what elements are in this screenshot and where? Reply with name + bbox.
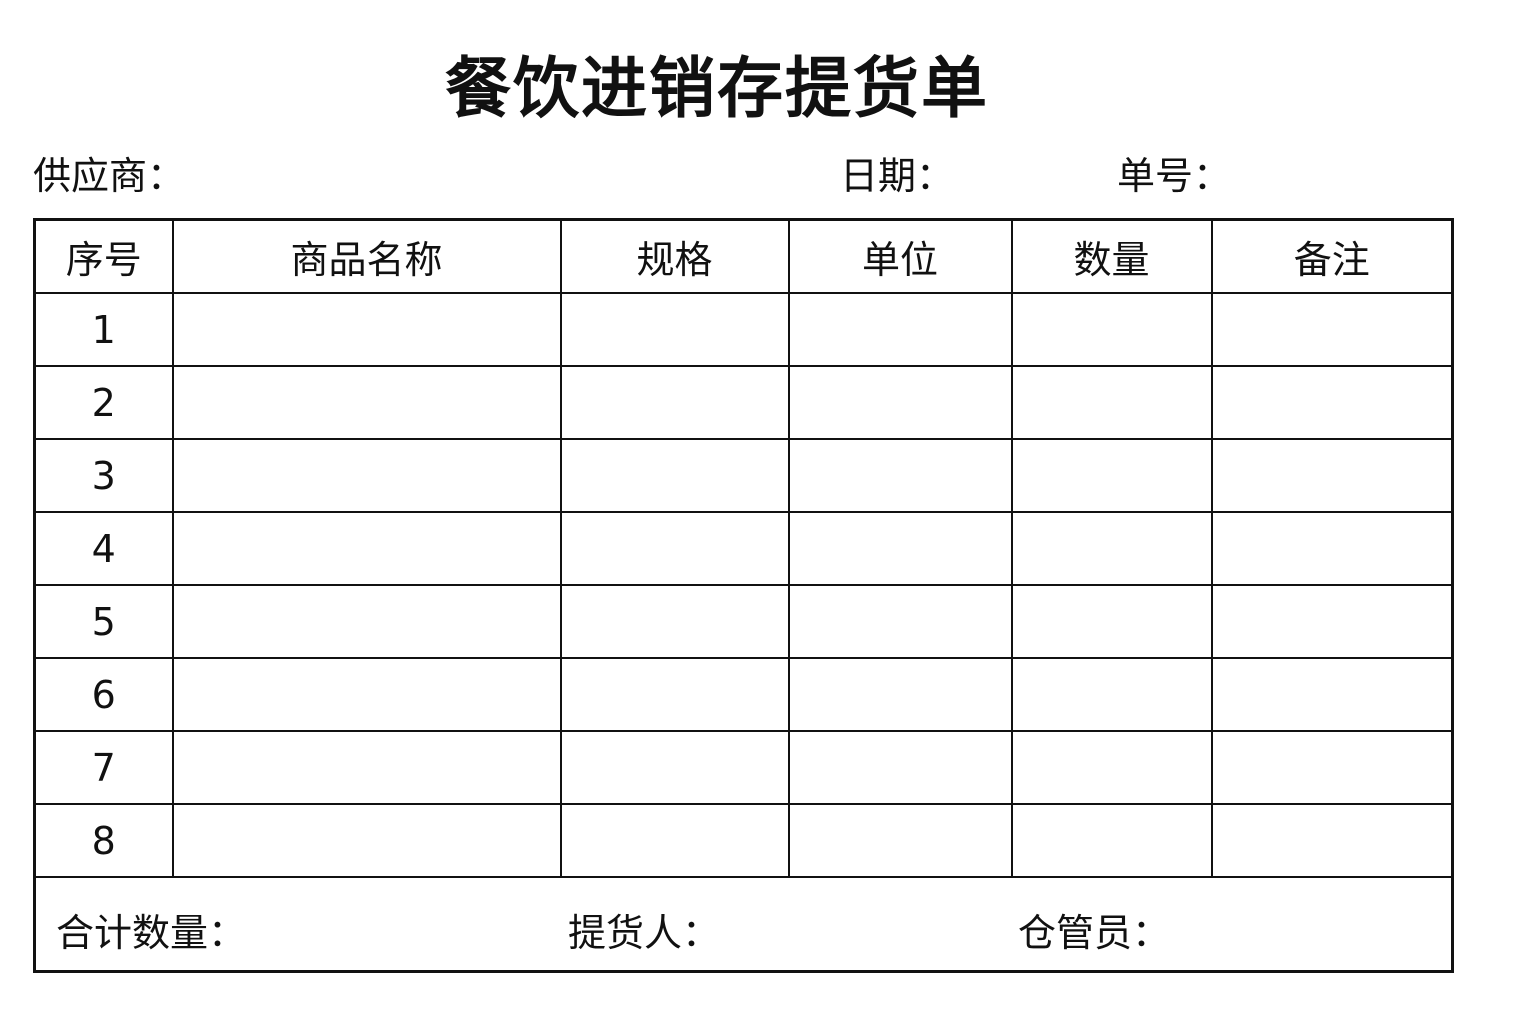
quantity-cell[interactable]: [1010, 730, 1213, 805]
table-header-row: 序号 商品名称 规格 单位 数量 备注: [33, 218, 1454, 294]
row-index: 3: [33, 438, 174, 513]
order-number-label: 单号：: [1117, 154, 1232, 198]
quantity-cell[interactable]: [1010, 365, 1213, 440]
header-spec: 规格: [559, 218, 790, 294]
unit-cell[interactable]: [787, 438, 1013, 513]
row-index: 5: [33, 584, 174, 659]
product-name-cell[interactable]: [171, 584, 562, 659]
header-remarks: 备注: [1210, 218, 1454, 294]
remarks-cell[interactable]: [1210, 657, 1454, 732]
row-index: 2: [33, 365, 174, 440]
table-row: 1: [33, 292, 1454, 367]
document-title: 餐饮进销存提货单: [445, 50, 989, 127]
product-name-cell[interactable]: [171, 730, 562, 805]
spec-cell[interactable]: [559, 730, 790, 805]
product-name-cell[interactable]: [171, 803, 562, 878]
spec-cell[interactable]: [559, 365, 790, 440]
product-name-cell[interactable]: [171, 365, 562, 440]
row-index: 6: [33, 657, 174, 732]
picker-label: 提货人：: [568, 911, 721, 955]
table-row: 2: [33, 365, 1454, 440]
unit-cell[interactable]: [787, 292, 1013, 367]
spec-cell[interactable]: [559, 657, 790, 732]
remarks-cell[interactable]: [1210, 730, 1454, 805]
unit-cell[interactable]: [787, 730, 1013, 805]
remarks-cell[interactable]: [1210, 511, 1454, 586]
spec-cell[interactable]: [559, 584, 790, 659]
table-footer-row: 合计数量： 提货人： 仓管员：: [33, 876, 1454, 973]
unit-cell[interactable]: [787, 803, 1013, 878]
table-row: 8: [33, 803, 1454, 878]
table-row: 4: [33, 511, 1454, 586]
warehouse-keeper-label: 仓管员：: [1018, 911, 1171, 955]
quantity-cell[interactable]: [1010, 438, 1213, 513]
product-name-cell[interactable]: [171, 511, 562, 586]
remarks-cell[interactable]: [1210, 803, 1454, 878]
header-quantity: 数量: [1010, 218, 1213, 294]
quantity-cell[interactable]: [1010, 292, 1213, 367]
table-row: 3: [33, 438, 1454, 513]
header-index: 序号: [33, 218, 174, 294]
remarks-cell[interactable]: [1210, 584, 1454, 659]
spec-cell[interactable]: [559, 803, 790, 878]
row-index: 4: [33, 511, 174, 586]
quantity-cell[interactable]: [1010, 584, 1213, 659]
spec-cell[interactable]: [559, 511, 790, 586]
unit-cell[interactable]: [787, 657, 1013, 732]
total-quantity-label: 合计数量：: [56, 911, 247, 955]
remarks-cell[interactable]: [1210, 292, 1454, 367]
table-row: 7: [33, 730, 1454, 805]
remarks-cell[interactable]: [1210, 365, 1454, 440]
spec-cell[interactable]: [559, 292, 790, 367]
unit-cell[interactable]: [787, 584, 1013, 659]
quantity-cell[interactable]: [1010, 803, 1213, 878]
product-name-cell[interactable]: [171, 657, 562, 732]
table-row: 5: [33, 584, 1454, 659]
row-index: 8: [33, 803, 174, 878]
date-label: 日期：: [840, 154, 955, 198]
table-row: 6: [33, 657, 1454, 732]
unit-cell[interactable]: [787, 511, 1013, 586]
quantity-cell[interactable]: [1010, 657, 1213, 732]
remarks-cell[interactable]: [1210, 438, 1454, 513]
unit-cell[interactable]: [787, 365, 1013, 440]
spec-cell[interactable]: [559, 438, 790, 513]
row-index: 1: [33, 292, 174, 367]
quantity-cell[interactable]: [1010, 511, 1213, 586]
product-name-cell[interactable]: [171, 438, 562, 513]
product-name-cell[interactable]: [171, 292, 562, 367]
header-product-name: 商品名称: [171, 218, 562, 294]
row-index: 7: [33, 730, 174, 805]
supplier-label: 供应商：: [33, 154, 186, 198]
header-unit: 单位: [787, 218, 1013, 294]
